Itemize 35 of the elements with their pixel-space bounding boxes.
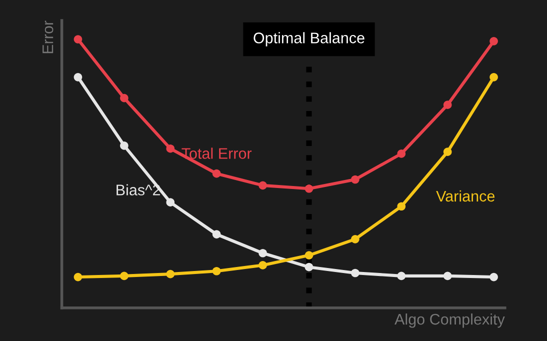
- point: [212, 230, 221, 238]
- x-axis-title: Algo Complexity: [394, 313, 505, 328]
- point: [351, 268, 360, 278]
- point: [120, 141, 128, 150]
- point: [490, 72, 498, 82]
- point: [397, 202, 406, 211]
- point: [397, 272, 406, 280]
- point: [74, 72, 82, 82]
- point: [304, 251, 314, 260]
- point: [258, 181, 267, 190]
- point: [304, 262, 314, 272]
- point: [443, 272, 452, 280]
- series-label: Variance: [436, 190, 495, 202]
- point: [166, 144, 175, 153]
- point: [166, 198, 175, 207]
- point: [120, 94, 128, 102]
- point: [74, 272, 82, 282]
- point: [304, 184, 314, 193]
- point: [397, 150, 406, 158]
- point: [258, 248, 267, 258]
- annotation: Optimal Balance: [254, 32, 364, 46]
- point: [490, 36, 498, 46]
- point: [443, 148, 452, 156]
- y-axis-title: Error: [42, 20, 54, 54]
- point: [443, 100, 452, 109]
- point: [258, 261, 267, 270]
- point: [166, 270, 175, 278]
- point: [74, 35, 82, 44]
- point: [351, 234, 360, 244]
- point: [212, 266, 221, 276]
- series-label: Total Error: [182, 148, 252, 159]
- point: [351, 175, 360, 184]
- point: [120, 272, 128, 280]
- point: [212, 169, 221, 178]
- point: [490, 272, 498, 282]
